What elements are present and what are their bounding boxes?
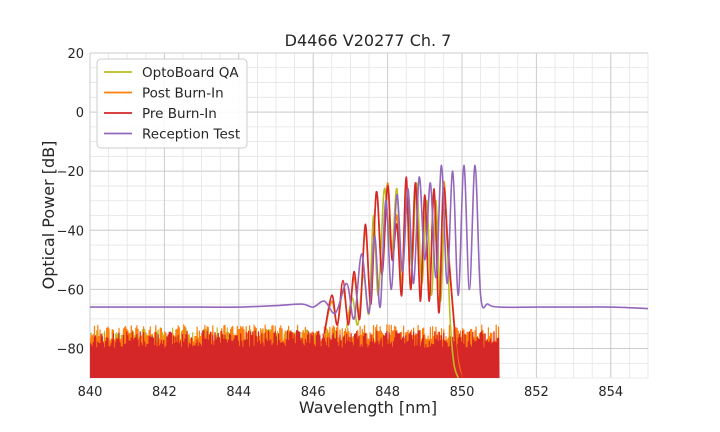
legend-box <box>96 58 248 149</box>
y-axis-label: Optical Power [dB] <box>39 141 58 290</box>
x-tick-label: 854 <box>598 385 623 400</box>
series-line-pre-burn-in <box>323 176 463 378</box>
x-tick-label: 842 <box>152 385 177 400</box>
y-tick-label: −40 <box>57 224 84 239</box>
x-tick-label: 844 <box>226 385 251 400</box>
legend-label: Pre Burn-In <box>142 106 217 122</box>
x-tick-label: 852 <box>524 385 549 400</box>
y-tick-label: 20 <box>67 47 84 62</box>
series-line-reception-test <box>90 164 648 320</box>
x-tick-label: 840 <box>78 385 103 400</box>
y-tick-label: 0 <box>76 106 84 121</box>
y-tick-label: −80 <box>57 342 84 357</box>
x-tick-label: 848 <box>375 385 400 400</box>
legend-label: Post Burn-In <box>142 86 224 102</box>
y-tick-label: −60 <box>57 283 84 298</box>
x-tick-label: 850 <box>450 385 475 400</box>
legend-label: Reception Test <box>142 127 240 143</box>
chart-title: D4466 V20277 Ch. 7 <box>285 31 452 50</box>
y-tick-label: −20 <box>57 165 84 180</box>
legend: OptoBoard QA Post Burn-In Pre Burn-In Recep… <box>96 58 248 149</box>
series-group <box>90 164 648 378</box>
x-tick-label: 846 <box>301 385 326 400</box>
legend-label: OptoBoard QA <box>142 65 239 81</box>
plot-area: 840 842 844 846 848 850 852 854 20 0 −20 −40 −60 −80 O… <box>57 47 649 400</box>
x-axis-label: Wavelength [nm] <box>299 398 437 417</box>
series-noise-2 <box>90 330 500 378</box>
